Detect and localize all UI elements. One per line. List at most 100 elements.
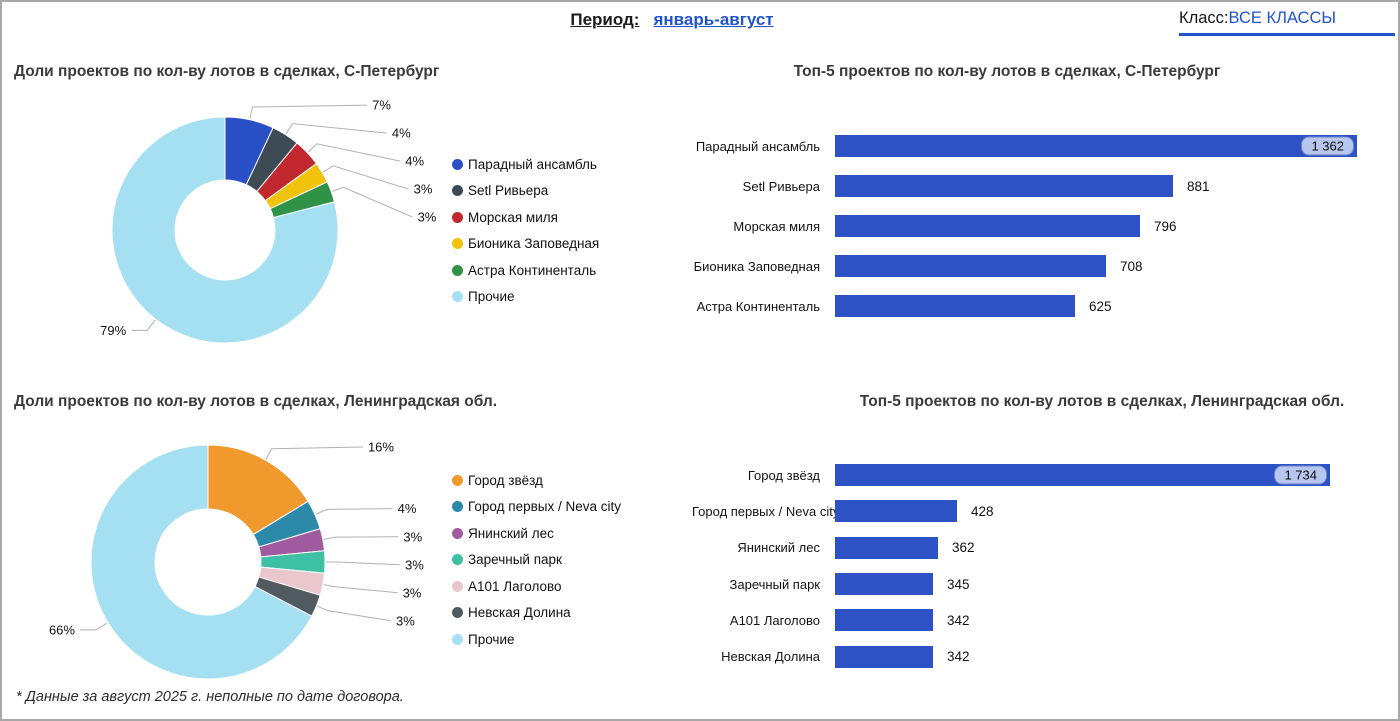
legend-dot-icon (452, 211, 463, 223)
bar[interactable] (835, 536, 938, 559)
bar-row: А101 Лаголово 342 (692, 602, 1398, 638)
label-leader-line (323, 536, 399, 540)
bar[interactable] (835, 215, 1140, 237)
legend-label: Город первых / Neva city (468, 499, 621, 515)
legend-label: А101 Лаголово (468, 578, 562, 594)
legend-dot-icon (452, 291, 463, 303)
legend-dot-icon (452, 158, 463, 170)
legend-label: Заречный парк (468, 552, 562, 568)
donut-percent-label: 3% (396, 613, 415, 628)
bar-row-label: Невская Долина (721, 649, 820, 665)
bar-row-label: Бионика Заповедная (693, 258, 820, 274)
label-leader-line (285, 123, 387, 135)
bar-row-label: Город звёзд (747, 467, 820, 483)
bar-row: Парадный ансамбль 1 362 (692, 126, 1398, 166)
bar-value: 881 (1187, 178, 1210, 194)
bar-value: 708 (1120, 258, 1143, 274)
bar-chart-spb: Парадный ансамбль 1 362 Setl Ривьера 881 Мор… (692, 126, 1398, 326)
class-value[interactable]: ВСЕ КЛАССЫ (1228, 9, 1336, 27)
bar-row: Невская Долина 342 (692, 638, 1398, 674)
donut-percent-label: 3% (405, 557, 424, 572)
legend-item: Город первых / Neva city (452, 494, 621, 521)
legend-dot-icon (452, 238, 463, 250)
bar-row-label: А101 Лаголово (729, 612, 820, 628)
bar[interactable] (835, 175, 1173, 197)
legend-item: Заречный парк (452, 547, 621, 574)
bar-row-label: Янинский лес (737, 540, 820, 556)
donut-percent-label: 3% (414, 182, 433, 197)
bar[interactable] (835, 573, 933, 596)
legend-label: Прочие (468, 289, 515, 305)
bar-row: Заречный парк 345 (692, 566, 1398, 602)
footnote: * Данные за август 2025 г. неполные по д… (16, 689, 404, 705)
bar-row-label: Заречный парк (729, 576, 820, 592)
legend-item: Setl Ривьера (452, 178, 599, 205)
legend-label: Прочие (468, 631, 515, 647)
label-leader-line (79, 622, 108, 631)
donut-percent-label: 4% (392, 126, 411, 141)
bar-value-badge: 1 734 (1274, 465, 1327, 485)
label-leader-line (315, 508, 393, 515)
bar-row: Морская миля 796 (692, 206, 1398, 246)
donut-percent-label: 79% (100, 323, 126, 338)
label-leader-line (332, 186, 413, 218)
bar[interactable]: 1 734 (835, 464, 1330, 487)
bar[interactable] (835, 255, 1106, 277)
bar-row: Бионика Заповедная 708 (692, 246, 1398, 286)
bar-row-label: Морская миля (733, 218, 820, 234)
label-leader-line (265, 446, 363, 460)
legend-dot-icon (452, 501, 463, 513)
class-filter-underline (1179, 33, 1395, 36)
bar-row-label: Setl Ривьера (742, 178, 820, 194)
bar-row-label: Астра Континенталь (696, 298, 820, 314)
legend-item: Морская миля (452, 204, 599, 231)
legend-item: Парадный ансамбль (452, 151, 599, 178)
bars-lo-title: Топ-5 проектов по кол-ву лотов в сделках… (859, 393, 1345, 410)
donut-percent-label: 66% (49, 622, 75, 637)
donut-lo-legend: Город звёзд Город первых / Neva city Янинс… (452, 467, 621, 653)
bar-value: 342 (947, 612, 970, 628)
legend-label: Парадный ансамбль (468, 156, 597, 172)
period-filter: Период: январь-август (2, 10, 1342, 30)
bar-value: 428 (971, 503, 994, 519)
legend-dot-icon (452, 264, 463, 276)
legend-label: Невская Долина (468, 605, 571, 621)
bar-value: 345 (947, 576, 970, 592)
bar-row-label: Парадный ансамбль (695, 138, 820, 154)
label-leader-line (131, 319, 156, 331)
donut-chart-lo: 16% 4% 3% 3% 3% 3% 66% (49, 439, 424, 680)
bars-spb-title: Топ-5 проектов по кол-ву лотов в сделках… (793, 63, 1221, 80)
donut-spb-legend: Парадный ансамбль Setl Ривьера Морская мил… (452, 151, 599, 310)
legend-label: Город звёзд (468, 472, 543, 488)
donut-percent-label: 3% (403, 585, 422, 600)
legend-label: Setl Ривьера (468, 183, 549, 199)
donut-lo-title: Доли проектов по кол-ву лотов в сделках,… (14, 393, 498, 410)
legend-dot-icon (452, 527, 463, 539)
donut-slice[interactable] (207, 444, 309, 536)
bar[interactable] (835, 645, 933, 668)
legend-dot-icon (452, 554, 463, 566)
bar-value-badge: 1 362 (1301, 136, 1354, 156)
bar-value: 342 (947, 649, 970, 665)
label-leader-line (317, 605, 392, 622)
donut-slice[interactable] (111, 116, 339, 344)
label-leader-line (326, 561, 401, 566)
legend-label: Астра Континенталь (468, 262, 597, 278)
donut-percent-label: 3% (418, 210, 437, 225)
bar[interactable] (835, 295, 1075, 317)
period-value-link[interactable]: январь-август (653, 10, 774, 29)
class-filter[interactable]: Класс:ВСЕ КЛАССЫ (1179, 9, 1395, 36)
donut-slice[interactable] (90, 444, 313, 680)
legend-label: Янинский лес (468, 525, 554, 541)
bar[interactable]: 1 362 (835, 135, 1357, 157)
label-leader-line (322, 165, 409, 190)
bar[interactable] (835, 500, 957, 523)
bar[interactable] (835, 609, 933, 632)
bar-chart-lo: Город звёзд 1 734 Город первых / Neva city… (692, 457, 1398, 675)
bar-row-label: Город первых / Neva city (692, 503, 840, 519)
donut-percent-label: 4% (398, 501, 417, 516)
bar-row: Город звёзд 1 734 (692, 457, 1398, 493)
bar-row: Setl Ривьера 881 (692, 166, 1398, 206)
donut-percent-label: 16% (368, 439, 394, 454)
